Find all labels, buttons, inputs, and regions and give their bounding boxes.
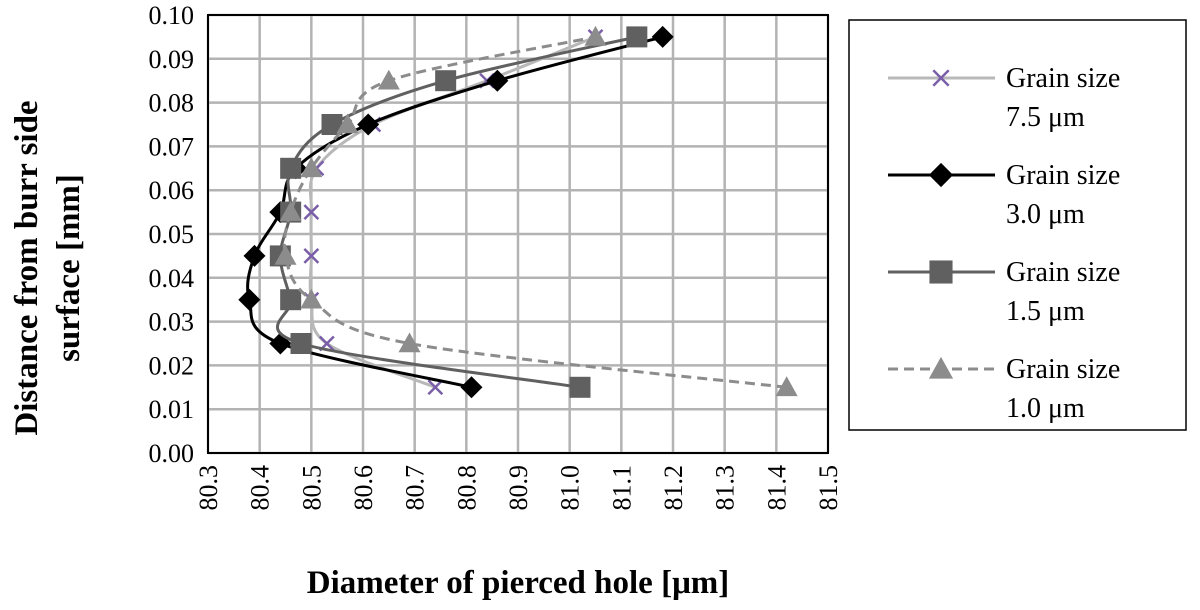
- legend-box: [848, 19, 1187, 431]
- legend-marker: [929, 260, 953, 284]
- data-point: [460, 376, 483, 399]
- data-point: [290, 333, 312, 354]
- y-tick-label: 0.05: [149, 220, 195, 249]
- y-tick-label: 0.06: [149, 176, 195, 205]
- legend-label: 7.5 μm: [1006, 102, 1085, 133]
- legend-marker: [928, 162, 954, 188]
- series-line: [282, 35, 787, 389]
- y-tick-label: 0.01: [149, 395, 195, 424]
- x-tick-label: 80.7: [401, 465, 430, 511]
- data-point: [321, 114, 343, 135]
- legend-entry: Grain size 3.0 μm: [888, 160, 1120, 230]
- legend-entry: Grain size 1.5 μm: [888, 257, 1120, 327]
- y-tick-label: 0.02: [149, 351, 195, 380]
- y-tick-label: 0.07: [149, 132, 195, 161]
- legend-marker: [928, 356, 954, 379]
- data-point: [336, 113, 359, 134]
- data-point: [584, 25, 607, 46]
- series-group: [238, 25, 798, 399]
- x-tick-label: 80.3: [194, 465, 223, 511]
- legend-label: Grain size: [1006, 63, 1120, 94]
- axes: 0.00 0.01 0.02 0.03 0.04 0.05 0.06 0.07 0.08 0.09…: [9, 1, 843, 601]
- x-tick-label: 80.8: [452, 465, 481, 511]
- data-point: [280, 157, 302, 179]
- series-3: [274, 25, 798, 397]
- data-point: [300, 157, 323, 178]
- data-point: [279, 201, 302, 221]
- x-tick-label: 80.5: [297, 465, 326, 511]
- grid: [206, 13, 830, 455]
- legend-label: 1.0 μm: [1006, 393, 1085, 424]
- data-point: [377, 69, 400, 90]
- x-tick-label: 80.4: [246, 465, 275, 511]
- data-point: [303, 248, 320, 264]
- x-tick-label: 80.9: [504, 465, 533, 511]
- data-point: [357, 113, 380, 136]
- x-tick-label: 81.4: [762, 465, 791, 511]
- x-tick-label: 81.2: [659, 465, 688, 511]
- data-point: [626, 26, 648, 48]
- y-tick-label: 0.08: [149, 89, 195, 118]
- x-axis-title: Diameter of pierced hole [μm]: [307, 565, 730, 601]
- data-point: [300, 288, 323, 309]
- data-point: [243, 244, 266, 267]
- data-point: [651, 25, 674, 48]
- data-point: [775, 376, 798, 397]
- legend-entry: Grain size 7.5 μm: [888, 63, 1120, 133]
- data-point: [303, 204, 320, 220]
- legend-marker: [932, 69, 950, 87]
- legend-entry: Grain size 1.0 μm: [888, 354, 1120, 424]
- data-point: [427, 379, 444, 396]
- y-tick-label: 0.00: [149, 439, 195, 468]
- x-tick-label: 81.0: [556, 465, 585, 511]
- legend-label: 1.5 μm: [1006, 296, 1085, 327]
- legend-label: Grain size: [1006, 354, 1120, 385]
- x-tick-label: 81.1: [607, 465, 636, 511]
- y-tick-label: 0.04: [149, 264, 195, 293]
- series-line: [275, 35, 638, 389]
- y-axis-title-line1: Distance from burr side: [9, 100, 45, 435]
- legend-label: Grain size: [1006, 257, 1120, 288]
- data-point: [269, 332, 292, 355]
- x-tick-label: 81.5: [814, 465, 843, 511]
- y-tick-label: 0.09: [149, 45, 195, 74]
- legend-label: 3.0 μm: [1006, 199, 1085, 230]
- data-point: [569, 376, 591, 398]
- legend-label: Grain size: [1006, 160, 1120, 191]
- data-point: [486, 69, 509, 92]
- x-tick-label: 80.6: [349, 465, 378, 511]
- data-point: [398, 332, 421, 353]
- x-tick-label: 81.3: [711, 465, 740, 511]
- y-tick-label: 0.10: [149, 1, 195, 30]
- y-tick-label: 0.03: [149, 308, 195, 337]
- data-point: [435, 70, 457, 92]
- plot-frame: [207, 14, 829, 454]
- y-axis-title-line2: surface [mm]: [51, 174, 87, 362]
- data-point: [274, 244, 297, 265]
- data-point: [280, 289, 302, 311]
- data-point: [238, 288, 261, 311]
